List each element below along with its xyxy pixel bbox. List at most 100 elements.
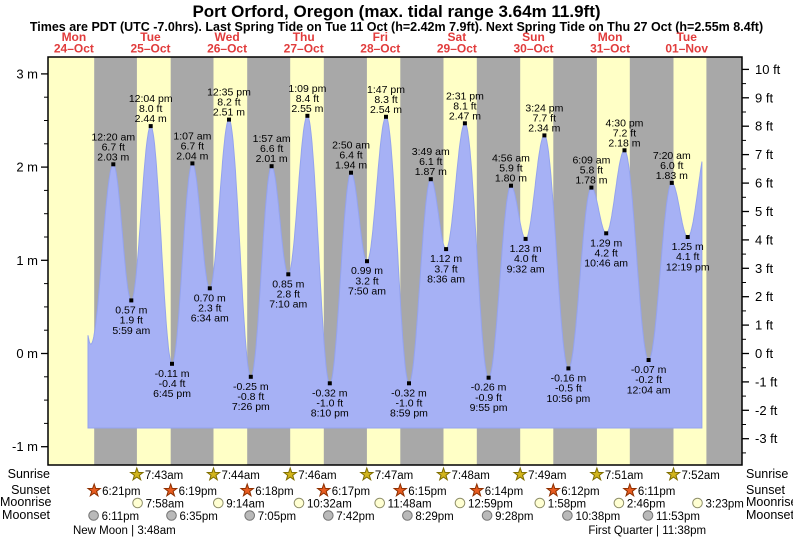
tide-extreme-label: 12:19 pm (666, 261, 710, 273)
tide-extreme-marker (646, 358, 651, 362)
tide-extreme-label: 6:34 am (191, 313, 229, 325)
tide-extreme-label: 12:20 am (91, 131, 135, 143)
right-axis-tick-label: 3 ft (755, 261, 773, 276)
moonrise-time: 10:32am (307, 499, 352, 511)
moon-phase-label: First Quarter | 11:38pm (588, 525, 706, 537)
sunrise-icon (512, 466, 528, 482)
tide-extreme-marker (349, 170, 353, 175)
sunset-icon (239, 482, 255, 498)
tide-extreme-label: -0.9 ft (475, 392, 502, 404)
tide-extreme-label: 7.7 ft (533, 112, 556, 124)
sunrise-icon (435, 466, 452, 482)
moonset-row-label-right: Moonset (746, 508, 793, 522)
tide-extreme-label: 1.80 m (495, 173, 527, 185)
right-axis-tick-label: -1 ft (755, 374, 778, 389)
sunset-time: 6:12pm (561, 486, 599, 498)
moon-phase-label: New Moon | 3:48am (73, 525, 176, 537)
moonrise-row-label-right: Moonrise (746, 495, 793, 509)
moonrise-icon (692, 497, 703, 509)
moonrise-icon (132, 497, 143, 509)
tide-extreme-label: 7:10 am (269, 299, 307, 311)
left-axis-tick-label: 1 m (16, 253, 38, 268)
tide-extreme-marker (111, 162, 116, 167)
tide-extreme-marker (509, 183, 513, 188)
tide-extreme-label: -0.26 m (471, 382, 507, 394)
moonrise-time: 7:58am (146, 499, 184, 511)
right-axis-tick-label: 8 ft (755, 119, 773, 134)
day-label-weekday: Mon (598, 30, 623, 44)
day-label-weekday: Mon (62, 30, 87, 44)
day-label-weekday: Wed (215, 30, 240, 44)
tide-extreme-marker (190, 161, 195, 166)
right-axis-tick-label: 9 ft (755, 90, 773, 105)
tide-extreme-label: 2.55 m (291, 103, 323, 115)
left-axis-tick-label: 2 m (16, 160, 38, 175)
tide-extreme-label: 6.7 ft (181, 140, 204, 152)
tide-extreme-label: 1.25 m (672, 241, 704, 253)
tide-extreme-label: 8:10 pm (311, 408, 349, 420)
tide-extreme-label: 1.83 m (656, 170, 688, 182)
moonrise-time: 11:48am (388, 499, 432, 511)
day-label-date: 24–Oct (54, 42, 94, 56)
moonset-time: 7:05pm (258, 511, 296, 523)
day-label-date: 28–Oct (360, 42, 400, 56)
tide-extreme-label: 5.9 ft (499, 163, 522, 175)
day-label-weekday: Tue (676, 30, 697, 44)
moonset-time: 7:42pm (336, 511, 374, 523)
moonset-icon (88, 510, 99, 521)
moonrise-time: 12:59pm (468, 499, 513, 511)
tide-extreme-marker (170, 361, 174, 366)
right-axis-tick-label: 4 ft (755, 232, 773, 247)
tide-extreme-label: 6.6 ft (260, 143, 283, 155)
tide-extreme-label: 0.99 m (351, 265, 383, 277)
tide-extreme-marker (148, 124, 153, 129)
tide-extreme-marker (669, 180, 674, 185)
tide-extreme-marker (589, 185, 594, 190)
right-axis-tick-label: -3 ft (755, 431, 778, 446)
day-label-weekday: Thu (293, 30, 315, 44)
tide-extreme-label: 8:36 am (427, 274, 465, 286)
tide-extreme-label: 9:55 pm (470, 402, 508, 414)
tide-extreme-label: -0.07 m (631, 364, 667, 376)
moonset-time: 8:29pm (415, 511, 453, 523)
tide-extreme-label: 0.85 m (272, 278, 304, 290)
tide-extreme-label: 4.1 ft (676, 251, 699, 263)
tide-extreme-label: 1.12 m (430, 253, 462, 265)
tide-extreme-label: 7:26 pm (232, 401, 270, 413)
moonset-time: 10:38pm (575, 511, 620, 523)
tide-extreme-label: 1:07 am (173, 130, 211, 142)
sunset-row-label-right: Sunset (746, 483, 785, 497)
right-axis-tick-label: 0 ft (755, 346, 773, 361)
day-label-date: 27–Oct (284, 42, 324, 56)
moonrise-icon (454, 497, 466, 509)
tide-extreme-marker (622, 148, 627, 153)
tide-extreme-label: 6:45 pm (153, 388, 191, 400)
tide-extreme-label: 8.2 ft (217, 97, 240, 109)
sunset-time: 6:15pm (408, 486, 446, 498)
tide-extreme-label: 7:20 am (653, 150, 691, 162)
tide-extreme-label: 1.87 m (415, 166, 447, 178)
tide-extreme-label: 4:30 pm (605, 117, 643, 129)
tide-extreme-label: 6.4 ft (339, 150, 362, 162)
sunset-time: 6:21pm (102, 486, 140, 498)
tide-extreme-marker (286, 272, 291, 277)
moonrise-icon (293, 497, 305, 509)
tide-extreme-label: 8.3 ft (374, 94, 397, 106)
page-title: Port Orford, Oregon (max. tidal range 3.… (192, 2, 601, 21)
tide-extreme-label: 4.2 ft (594, 247, 617, 259)
sunrise-time: 7:46am (298, 470, 336, 482)
tide-extreme-label: -0.11 m (155, 368, 190, 380)
sunset-row-label-left: Sunset (11, 483, 50, 497)
sunrise-time: 7:48am (451, 470, 489, 482)
tide-extreme-marker (248, 374, 253, 379)
right-axis-tick-label: 5 ft (755, 204, 773, 219)
right-axis-tick-label: 7 ft (755, 147, 773, 162)
tide-extreme-label: 0.70 m (194, 292, 226, 304)
sunrise-row-label-right: Sunrise (746, 467, 789, 481)
tide-extreme-label: 3:24 pm (525, 102, 563, 114)
moonset-icon (562, 510, 573, 521)
tide-extreme-label: -0.32 m (391, 387, 427, 399)
tide-extreme-marker (444, 247, 449, 252)
sunset-time: 6:14pm (485, 486, 523, 498)
